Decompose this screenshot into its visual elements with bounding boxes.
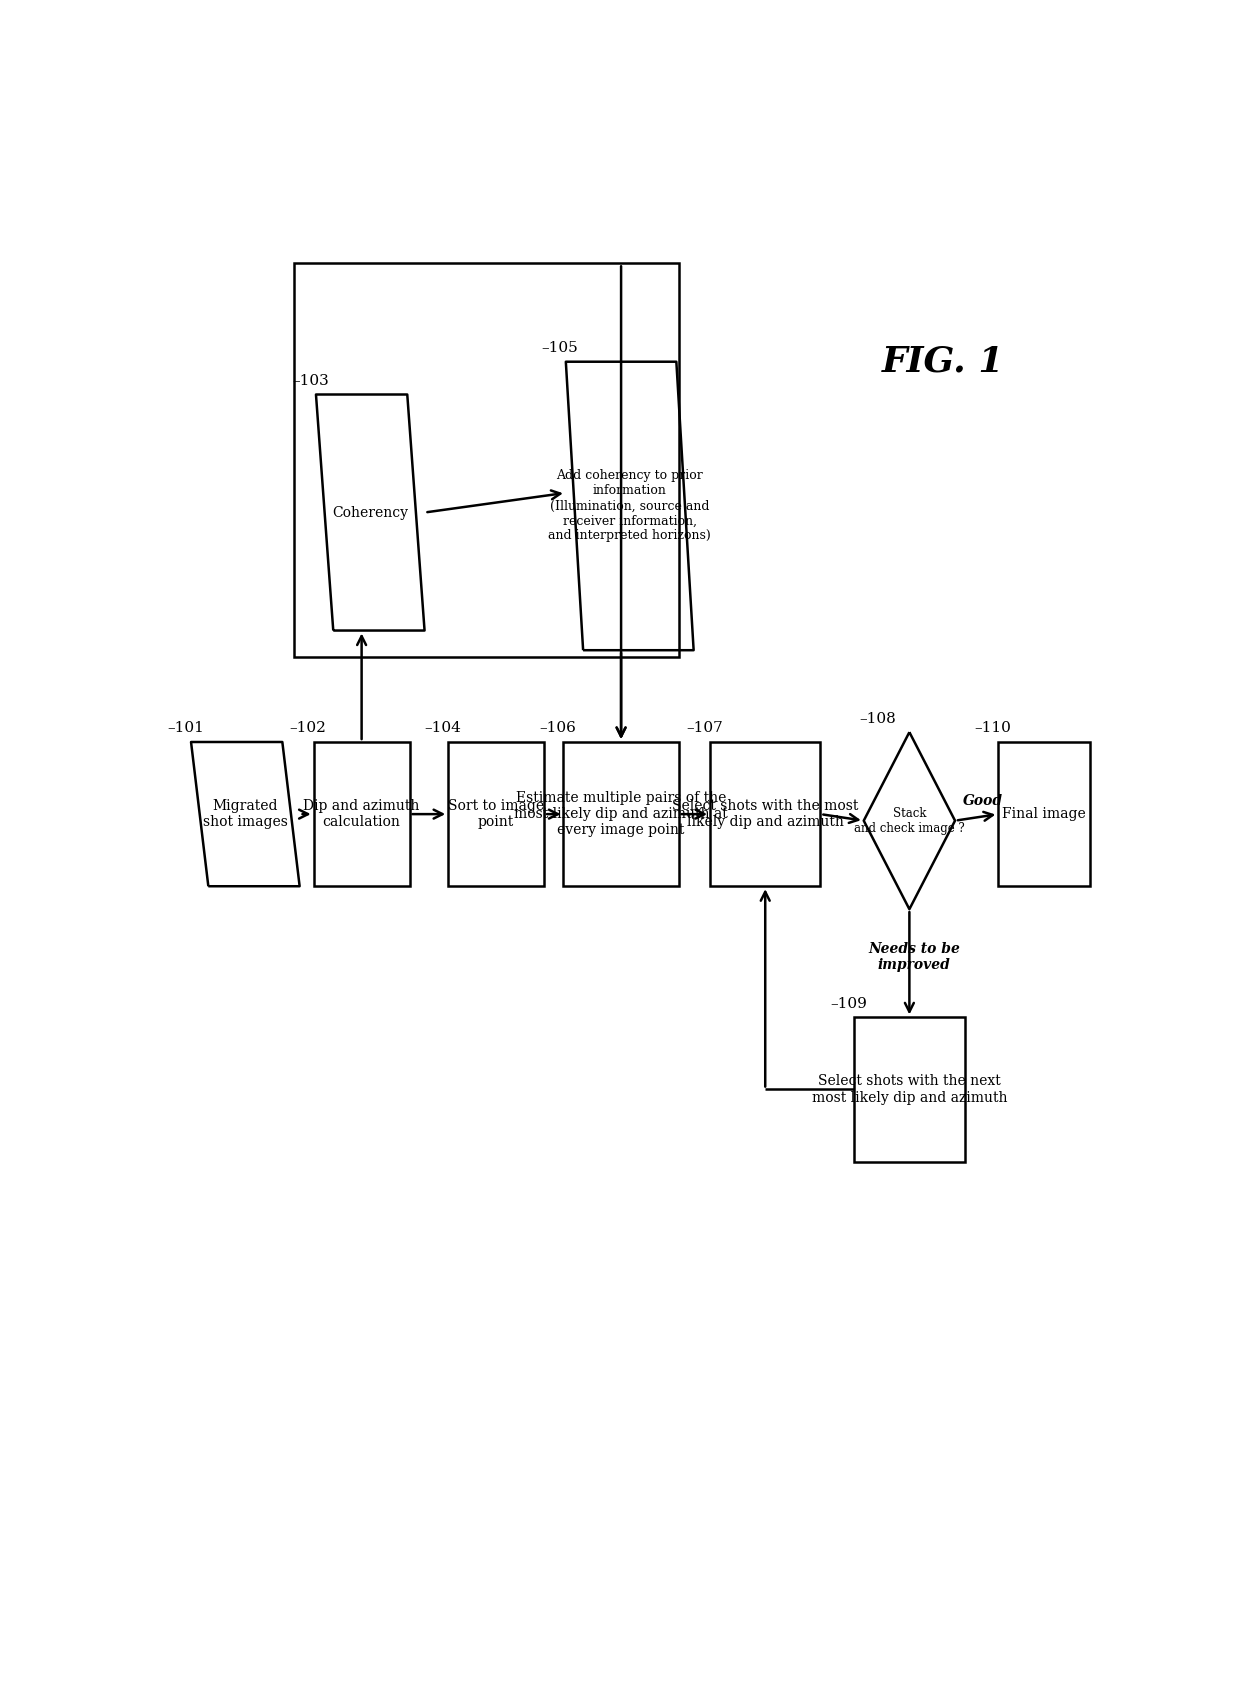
Text: –106: –106 [539,722,577,736]
Text: Stack
and check image ?: Stack and check image ? [854,807,965,834]
Text: –107: –107 [686,722,723,736]
Text: –105: –105 [542,341,579,356]
Text: Needs to be
improved: Needs to be improved [868,942,960,972]
Text: Migrated
shot images: Migrated shot images [203,799,288,829]
Text: FIG. 1: FIG. 1 [882,344,1004,378]
Bar [314,743,409,886]
Text: Final image: Final image [1002,807,1086,821]
Bar [448,743,544,886]
Text: Good: Good [962,794,1003,807]
Text: Add coherency to prior
information
(Illumination, source and
receiver informatio: Add coherency to prior information (Illu… [548,470,711,543]
Text: Coherency: Coherency [332,506,408,519]
Text: –104: –104 [424,722,461,736]
Bar [854,1017,965,1161]
Bar [998,743,1090,886]
Text: –108: –108 [859,712,895,725]
Text: –102: –102 [289,722,326,736]
Text: –101: –101 [167,722,203,736]
Text: –109: –109 [830,996,867,1012]
Bar [294,264,678,657]
Text: Select shots with the most
likely dip and azimuth: Select shots with the most likely dip an… [672,799,858,829]
Text: Select shots with the next
most likely dip and azimuth: Select shots with the next most likely d… [812,1075,1007,1105]
Text: –110: –110 [975,722,1011,736]
Bar [711,743,821,886]
Text: Sort to image
point: Sort to image point [448,799,544,829]
Bar [563,743,678,886]
Text: Estimate multiple pairs of the
most likely dip and azimuth at
every image point: Estimate multiple pairs of the most like… [515,790,728,838]
Text: –103: –103 [291,375,329,388]
Text: Dip and azimuth
calculation: Dip and azimuth calculation [304,799,420,829]
